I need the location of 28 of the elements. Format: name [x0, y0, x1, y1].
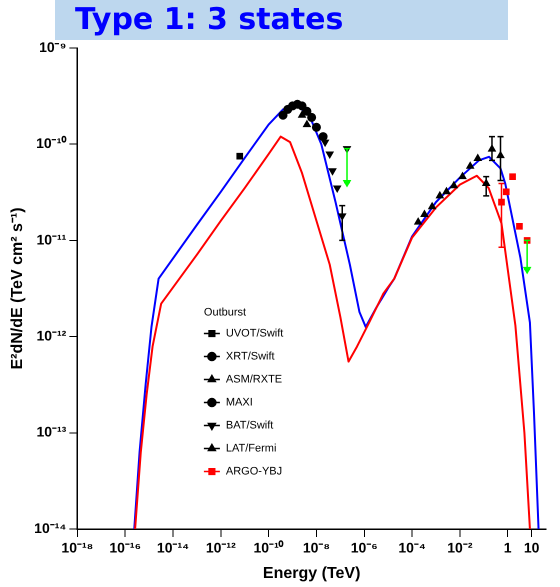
- x-tick-label: 10⁻¹⁸: [61, 539, 94, 556]
- y-tick-label: 10⁻¹³: [36, 424, 67, 440]
- y-tick-label: 10⁻¹⁴: [34, 520, 66, 536]
- x-tick-label: 10⁻¹⁰: [254, 539, 284, 556]
- legend-label: ASM/RXTE: [226, 374, 282, 386]
- y-tick-label: 10⁻⁹: [39, 38, 66, 55]
- legend-label: MAXI: [226, 396, 253, 409]
- legend-label: ARGO-YBJ: [226, 466, 282, 478]
- legend-label: LAT/Fermi: [226, 442, 276, 455]
- x-tick-label: 10⁻¹²: [206, 539, 236, 556]
- x-tick-label: 10⁻²: [447, 539, 473, 556]
- x-tick-label: 1: [504, 539, 512, 556]
- x-tick-label: 10⁻⁶: [350, 539, 378, 556]
- chart-title: Type 1: 3 states: [55, 0, 508, 40]
- x-tick-label: 10: [524, 539, 540, 556]
- y-tick-label: 10⁻¹¹: [36, 231, 67, 248]
- legend-title: Outburst: [204, 306, 246, 319]
- x-axis-title: Energy (TeV): [262, 564, 360, 582]
- legend-label: UVOT/Swift: [226, 328, 284, 340]
- legend-label: XRT/Swift: [226, 350, 275, 363]
- y-tick-label: 10⁻¹⁰: [36, 135, 66, 152]
- y-tick-label: 10⁻¹²: [36, 327, 67, 344]
- x-tick-label: 10⁻⁴: [398, 539, 426, 556]
- x-tick-label: 10⁻¹⁶: [109, 539, 142, 556]
- x-tick-label: 10⁻⁸: [302, 539, 330, 556]
- y-axis-title: E²dN/dE (TeV cm² s⁻¹): [9, 207, 26, 370]
- legend-label: BAT/Swift: [226, 420, 274, 432]
- x-tick-label: 10⁻¹⁴: [156, 539, 190, 556]
